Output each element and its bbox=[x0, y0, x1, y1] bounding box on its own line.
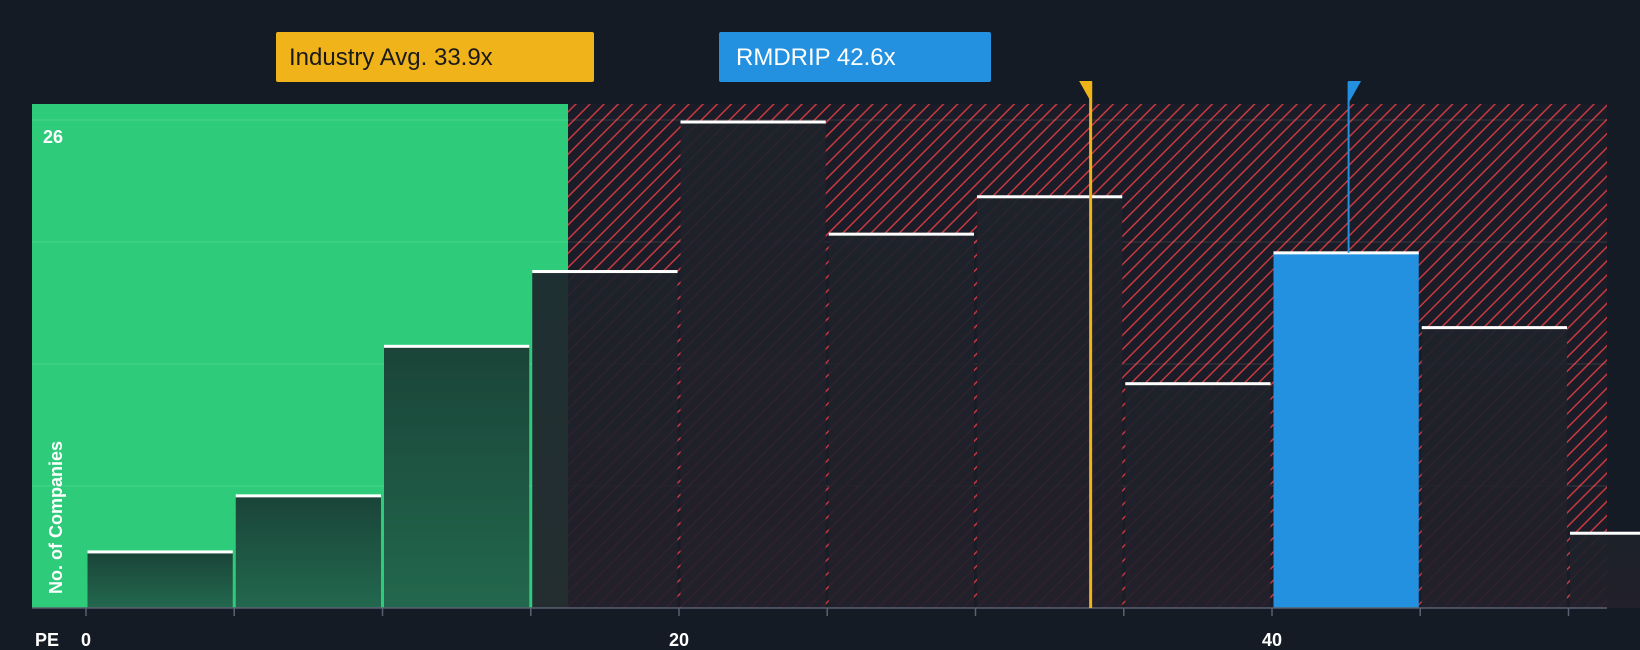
x-tick-label: 40 bbox=[1262, 630, 1282, 650]
bar-cap bbox=[828, 232, 974, 236]
bar-cap bbox=[1421, 326, 1567, 330]
bar-cap bbox=[1273, 251, 1419, 255]
bar-cap bbox=[680, 120, 826, 124]
y-max-label: 26 bbox=[43, 127, 63, 147]
x-tick-label: 20 bbox=[669, 630, 689, 650]
x-axis-label: PE bbox=[35, 630, 59, 650]
bar-10-15 bbox=[384, 346, 530, 608]
industry-avg-label: Industry Avg. 33.9x bbox=[289, 44, 493, 71]
industry-avg-callout bbox=[276, 32, 594, 82]
company-marker: RMDRIP 42.6x bbox=[719, 32, 1362, 253]
bar-0-5 bbox=[87, 551, 233, 608]
bar-cap bbox=[1125, 382, 1271, 386]
bar-35-40 bbox=[1125, 383, 1271, 608]
bar-30-35 bbox=[977, 196, 1123, 608]
bar-40-45 bbox=[1273, 252, 1419, 608]
bar-50-55 bbox=[1570, 533, 1640, 608]
bar-cap bbox=[532, 270, 678, 274]
bar-cap bbox=[87, 550, 233, 554]
company-pe-callout bbox=[719, 32, 991, 82]
bar-cap bbox=[235, 494, 381, 498]
bar-20-25 bbox=[680, 122, 826, 608]
company-pe-pointer bbox=[1348, 81, 1362, 104]
bar-15-20 bbox=[532, 271, 678, 608]
bar-45-50 bbox=[1421, 327, 1567, 608]
company-pe-label: RMDRIP 42.6x bbox=[736, 44, 896, 71]
industry-avg-marker: Industry Avg. 33.9x bbox=[276, 32, 1093, 608]
industry-avg-pointer bbox=[1079, 81, 1093, 104]
bars bbox=[87, 120, 1640, 608]
bar-cap bbox=[1570, 531, 1640, 535]
x-axis-ticks: 020406080100+ bbox=[81, 608, 1570, 650]
bar-25-30 bbox=[828, 234, 974, 608]
x-tick-label: 0 bbox=[81, 630, 91, 650]
y-axis-label: No. of Companies bbox=[46, 441, 66, 594]
bar-cap bbox=[977, 195, 1123, 199]
bar-5-10 bbox=[235, 495, 381, 608]
bar-cap bbox=[384, 344, 530, 348]
